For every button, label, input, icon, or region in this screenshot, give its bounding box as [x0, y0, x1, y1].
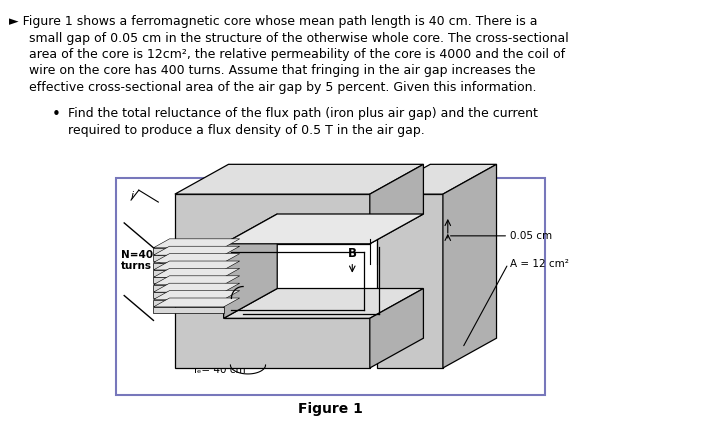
Polygon shape [154, 270, 223, 276]
Polygon shape [370, 288, 424, 368]
Polygon shape [376, 194, 443, 368]
Text: ► Figure 1 shows a ferromagnetic core whose mean path length is 40 cm. There is : ► Figure 1 shows a ferromagnetic core wh… [9, 15, 538, 28]
Text: small gap of 0.05 cm in the structure of the otherwise whole core. The cross-sec: small gap of 0.05 cm in the structure of… [29, 32, 568, 45]
Polygon shape [154, 277, 223, 283]
Polygon shape [154, 268, 240, 277]
Polygon shape [154, 248, 223, 254]
Polygon shape [223, 214, 277, 318]
Text: area of the core is 12cm², the relative permeability of the core is 4000 and the: area of the core is 12cm², the relative … [29, 48, 565, 61]
Text: •: • [52, 107, 61, 122]
Polygon shape [154, 239, 240, 248]
Text: wire on the core has 400 turns. Assume that fringing in the air gap increases th: wire on the core has 400 turns. Assume t… [29, 64, 535, 78]
Polygon shape [370, 164, 424, 244]
Polygon shape [154, 246, 240, 255]
Polygon shape [443, 164, 496, 368]
Polygon shape [223, 288, 424, 318]
Polygon shape [376, 164, 496, 194]
Polygon shape [154, 276, 240, 285]
Text: required to produce a flux density of 0.5 T in the air gap.: required to produce a flux density of 0.… [68, 124, 424, 137]
Polygon shape [154, 255, 223, 261]
Polygon shape [154, 283, 240, 292]
Polygon shape [154, 307, 223, 313]
Text: A = 12 cm²: A = 12 cm² [510, 259, 569, 269]
Text: Find the total reluctance of the flux path (iron plus air gap) and the current: Find the total reluctance of the flux pa… [68, 107, 537, 120]
Bar [116, 178, 545, 395]
Polygon shape [154, 253, 240, 262]
Text: lₑ= 40 cm: lₑ= 40 cm [195, 365, 246, 375]
Polygon shape [154, 291, 240, 299]
Text: turns: turns [121, 261, 152, 271]
Text: i: i [131, 191, 134, 201]
Text: ϕ: ϕ [314, 192, 322, 204]
Polygon shape [175, 194, 370, 368]
Text: B: B [348, 247, 357, 260]
Polygon shape [154, 299, 223, 305]
Polygon shape [175, 164, 424, 194]
Text: effective cross-sectional area of the air gap by 5 percent. Given this informati: effective cross-sectional area of the ai… [29, 81, 537, 94]
Polygon shape [154, 292, 223, 298]
Polygon shape [154, 285, 223, 291]
Text: Figure 1: Figure 1 [298, 402, 363, 416]
Polygon shape [223, 214, 424, 244]
Text: 0.05 cm: 0.05 cm [510, 231, 552, 241]
Polygon shape [154, 298, 240, 307]
Text: N=400: N=400 [121, 250, 161, 260]
Polygon shape [154, 262, 223, 269]
Polygon shape [154, 261, 240, 270]
